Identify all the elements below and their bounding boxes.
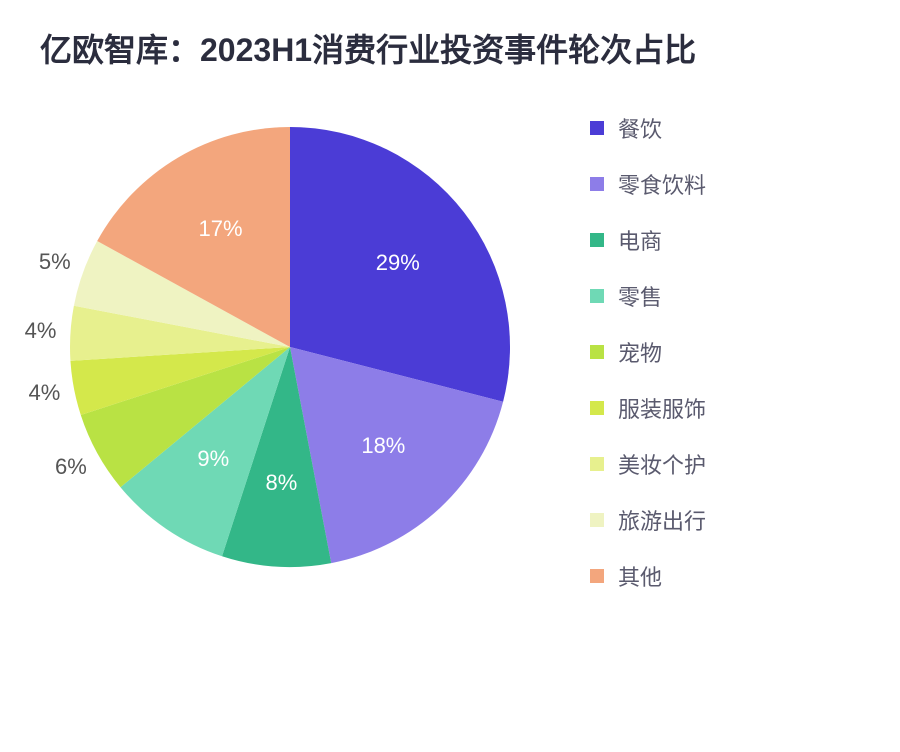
legend-label: 零售: [618, 280, 662, 312]
slice-label: 5%: [39, 249, 71, 275]
legend-swatch: [590, 569, 604, 583]
slice-label: 6%: [55, 454, 87, 480]
chart-title: 亿欧智库：2023H1消费行业投资事件轮次占比: [40, 30, 860, 72]
legend-label: 餐饮: [618, 112, 662, 144]
legend-swatch: [590, 345, 604, 359]
slice-label: 29%: [376, 250, 420, 276]
legend-label: 其他: [618, 560, 662, 592]
legend-swatch: [590, 401, 604, 415]
legend-item: 宠物: [590, 336, 706, 368]
legend-item: 零售: [590, 280, 706, 312]
legend-swatch: [590, 121, 604, 135]
legend: 餐饮零食饮料电商零售宠物服装服饰美妆个护旅游出行其他: [590, 102, 706, 592]
legend-label: 美妆个护: [618, 448, 706, 480]
legend-label: 电商: [618, 224, 662, 256]
slice-label: 4%: [25, 318, 57, 344]
legend-item: 旅游出行: [590, 504, 706, 536]
legend-item: 零食饮料: [590, 168, 706, 200]
legend-item: 电商: [590, 224, 706, 256]
legend-swatch: [590, 233, 604, 247]
slice-label: 18%: [361, 433, 405, 459]
legend-swatch: [590, 513, 604, 527]
legend-swatch: [590, 457, 604, 471]
legend-label: 零食饮料: [618, 168, 706, 200]
legend-item: 美妆个护: [590, 448, 706, 480]
pie-chart: 29%18%8%9%6%4%4%5%17%: [50, 107, 530, 587]
legend-item: 其他: [590, 560, 706, 592]
slice-label: 8%: [266, 470, 298, 496]
legend-item: 服装服饰: [590, 392, 706, 424]
legend-item: 餐饮: [590, 112, 706, 144]
slice-label: 17%: [199, 216, 243, 242]
legend-swatch: [590, 177, 604, 191]
slice-label: 4%: [29, 380, 61, 406]
legend-swatch: [590, 289, 604, 303]
chart-area: 29%18%8%9%6%4%4%5%17% 餐饮零食饮料电商零售宠物服装服饰美妆…: [40, 102, 860, 592]
slice-label: 9%: [197, 446, 229, 472]
legend-label: 宠物: [618, 336, 662, 368]
legend-label: 旅游出行: [618, 504, 706, 536]
legend-label: 服装服饰: [618, 392, 706, 424]
